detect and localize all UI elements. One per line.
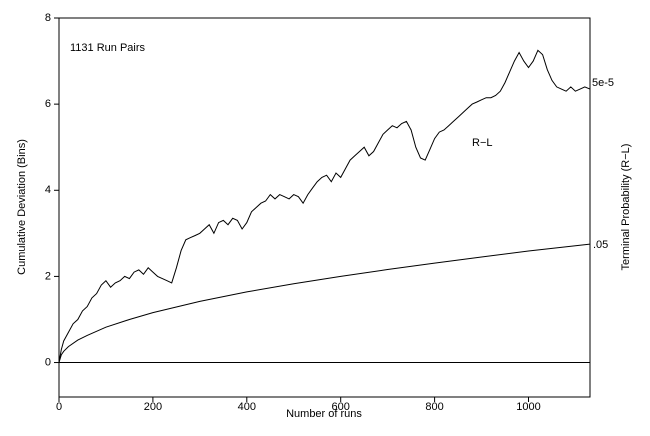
x-tick-label: 600 (332, 401, 350, 413)
y-axis-label: Cumulative Deviation (Bins) (16, 139, 28, 275)
series-line (58, 49, 591, 363)
y2-axis-label: Terminal Probability (R−L) (620, 144, 632, 271)
annotation: 5e-5 (592, 77, 614, 89)
x-tick-label: 400 (238, 401, 256, 413)
x-tick-label: 200 (144, 401, 162, 413)
x-axis-label: Number of runs (286, 408, 362, 420)
x-tick-label: 800 (425, 401, 443, 413)
series-label: .05 (593, 239, 608, 251)
plot-frame (58, 17, 591, 398)
series-label: R−L (472, 137, 493, 149)
annotation: 1131 Run Pairs (70, 42, 146, 54)
x-tick-label: 0 (56, 401, 62, 413)
y-tick-label: 8 (45, 12, 51, 24)
y-tick-label: 2 (45, 270, 51, 282)
series-line (58, 243, 591, 363)
x-tick-label: 1000 (516, 401, 540, 413)
y-tick-label: 6 (45, 98, 51, 110)
y-tick-label: 0 (45, 356, 51, 368)
y-tick-label: 4 (45, 184, 51, 196)
